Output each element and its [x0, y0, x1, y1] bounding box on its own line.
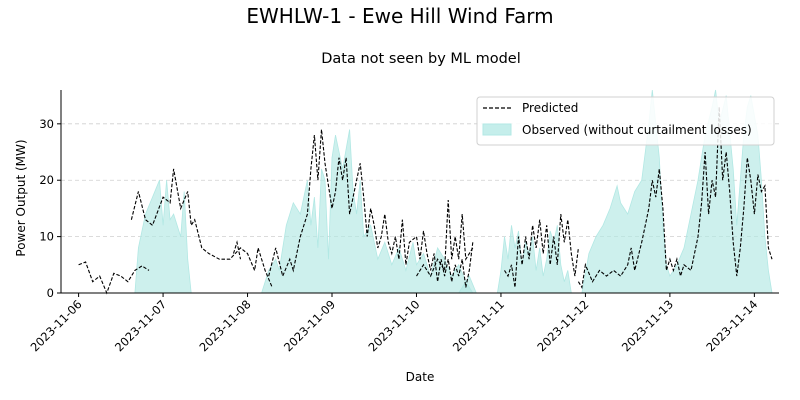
y-tick-label: 20 — [39, 173, 54, 187]
y-axis-ticks: 0 10 20 30 — [39, 117, 61, 300]
legend: Predicted Observed (without curtailment … — [476, 96, 775, 146]
legend-box — [476, 96, 775, 146]
legend-observed-label: Observed (without curtailment losses) — [522, 123, 752, 137]
predicted-line-segment — [130, 168, 273, 288]
legend-observed-swatch — [482, 123, 512, 136]
x-tick-label: 2023-11-13 — [619, 297, 676, 354]
chart-title: EWHLW-1 - Ewe Hill Wind Farm — [246, 4, 553, 28]
x-tick-label: 2023-11-10 — [365, 297, 422, 354]
y-tick-label: 30 — [39, 117, 54, 131]
x-tick-label: 2023-11-12 — [534, 297, 591, 354]
legend-predicted-label: Predicted — [522, 101, 578, 115]
y-axis-label: Power Output (MW) — [14, 139, 28, 256]
predicted-line — [78, 106, 773, 295]
chart-subtitle: Data not seen by ML model — [321, 51, 521, 67]
y-tick-label: 0 — [47, 286, 54, 300]
predicted-line-segment — [504, 214, 579, 288]
x-tick-label: 2023-11-07 — [112, 297, 169, 354]
predicted-line-segment — [232, 240, 242, 260]
x-tick-label: 2023-11-11 — [450, 297, 507, 354]
y-tick-label: 10 — [39, 230, 54, 244]
x-tick-label: 2023-11-09 — [281, 297, 338, 354]
predicted-line-segment — [416, 199, 474, 278]
x-axis-label: Date — [406, 370, 435, 384]
x-tick-label: 2023-11-08 — [196, 297, 253, 354]
x-tick-label: 2023-11-06 — [28, 297, 85, 354]
x-tick-label: 2023-11-14 — [703, 297, 760, 354]
observed-area-segment — [261, 129, 474, 294]
x-axis-ticks: 2023-11-06 2023-11-07 2023-11-08 2023-11-09… — [28, 293, 760, 354]
observed-area-segment — [134, 180, 192, 294]
observed-area-segment — [496, 225, 572, 294]
predicted-line-segment — [268, 129, 474, 288]
predicted-line-segment — [577, 106, 773, 289]
predicted-line-segment — [78, 261, 150, 295]
